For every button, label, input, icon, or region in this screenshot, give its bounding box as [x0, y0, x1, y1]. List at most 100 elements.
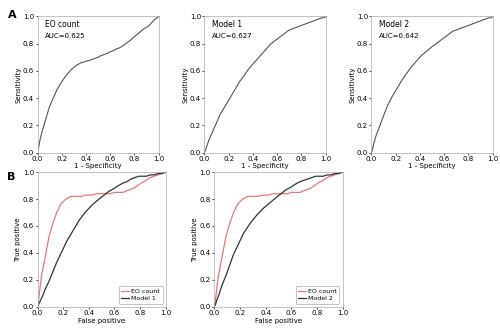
Model 2 — [328, 173, 334, 177]
EO count — [250, 195, 256, 198]
X-axis label: 1 - Specificity: 1 - Specificity — [241, 163, 289, 169]
EO count — [304, 188, 310, 192]
Model 1 — [115, 184, 121, 188]
EO count — [58, 202, 64, 206]
EO count — [276, 192, 281, 196]
EO count — [312, 184, 318, 188]
EO count — [284, 192, 290, 196]
Line: EO count: EO count — [38, 172, 166, 307]
X-axis label: 1 - Specificity: 1 - Specificity — [74, 163, 122, 169]
EO count — [118, 190, 124, 194]
EO count — [226, 221, 232, 225]
EO count — [328, 174, 334, 178]
X-axis label: False positive: False positive — [78, 318, 125, 323]
Model 1 — [36, 302, 42, 306]
EO count — [112, 190, 117, 194]
Model 1 — [148, 173, 154, 177]
Line: EO count: EO count — [214, 172, 342, 307]
Text: AUC=0.642: AUC=0.642 — [379, 33, 419, 39]
Model 2 — [230, 252, 236, 256]
EO count — [159, 172, 165, 175]
Model 2 — [278, 192, 284, 196]
EO count — [280, 192, 286, 196]
Y-axis label: Sensitivity: Sensitivity — [16, 66, 22, 103]
EO count — [223, 235, 229, 239]
Y-axis label: True positive: True positive — [16, 217, 22, 262]
Text: B: B — [8, 172, 16, 182]
Model 2 — [219, 283, 225, 287]
Model 2 — [312, 174, 318, 178]
EO count — [46, 235, 52, 239]
EO count — [265, 193, 271, 197]
Legend: EO count, Model 1: EO count, Model 1 — [119, 286, 162, 303]
Text: AUC=0.627: AUC=0.627 — [212, 33, 252, 39]
Model 1 — [144, 174, 150, 178]
EO count — [94, 192, 100, 196]
EO count — [134, 184, 140, 188]
EO count — [127, 188, 133, 192]
Model 1 — [128, 177, 134, 181]
X-axis label: False positive: False positive — [255, 318, 302, 323]
EO count — [332, 173, 338, 177]
EO count — [218, 262, 224, 266]
Model 2 — [236, 241, 242, 245]
Model 2 — [226, 263, 232, 267]
Model 1 — [124, 180, 130, 184]
Model 2 — [320, 174, 326, 178]
EO count — [34, 305, 40, 309]
EO count — [37, 286, 43, 290]
Model 2 — [297, 180, 303, 184]
EO count — [108, 192, 114, 196]
X-axis label: 1 - Specificity: 1 - Specificity — [408, 163, 456, 169]
EO count — [315, 181, 321, 185]
Line: Model 1: Model 1 — [38, 172, 166, 307]
EO count — [138, 181, 144, 185]
Model 2 — [308, 175, 314, 179]
Model 1 — [90, 202, 96, 206]
Model 2 — [214, 298, 220, 302]
EO count — [270, 192, 276, 196]
Model 2 — [212, 305, 218, 309]
Model 1 — [37, 299, 43, 303]
EO count — [255, 195, 261, 198]
EO count — [78, 195, 84, 198]
Y-axis label: Sensitivity: Sensitivity — [350, 66, 356, 103]
Model 1 — [140, 174, 145, 178]
EO count — [68, 195, 74, 198]
Y-axis label: Sensitivity: Sensitivity — [182, 66, 188, 103]
Text: Model 1: Model 1 — [212, 20, 242, 30]
EO count — [115, 190, 121, 194]
EO count — [212, 305, 218, 309]
Model 1 — [83, 209, 89, 213]
EO count — [214, 286, 220, 290]
Model 1 — [34, 305, 40, 309]
Line: Model 2: Model 2 — [214, 172, 342, 307]
EO count — [297, 190, 303, 194]
EO count — [300, 189, 306, 193]
Model 2 — [336, 172, 342, 175]
Model 1 — [64, 239, 70, 243]
Model 2 — [241, 231, 247, 235]
EO count — [98, 192, 104, 196]
Text: Model 2: Model 2 — [379, 20, 409, 30]
EO count — [320, 178, 326, 182]
EO count — [54, 211, 60, 215]
Model 2 — [212, 302, 218, 306]
Model 1 — [50, 270, 56, 274]
Model 1 — [106, 189, 112, 193]
EO count — [88, 193, 94, 197]
EO count — [288, 190, 294, 194]
EO count — [294, 190, 300, 194]
Model 2 — [332, 172, 338, 175]
Model 2 — [266, 201, 272, 205]
Model 1 — [120, 181, 126, 185]
Model 2 — [216, 291, 222, 295]
EO count — [234, 202, 240, 206]
Model 2 — [273, 196, 279, 200]
Model 2 — [340, 170, 345, 174]
Legend: EO count, Model 2: EO count, Model 2 — [296, 286, 340, 303]
EO count — [155, 173, 161, 177]
Text: AUC=0.625: AUC=0.625 — [45, 33, 86, 39]
EO count — [340, 170, 345, 174]
EO count — [144, 178, 150, 182]
